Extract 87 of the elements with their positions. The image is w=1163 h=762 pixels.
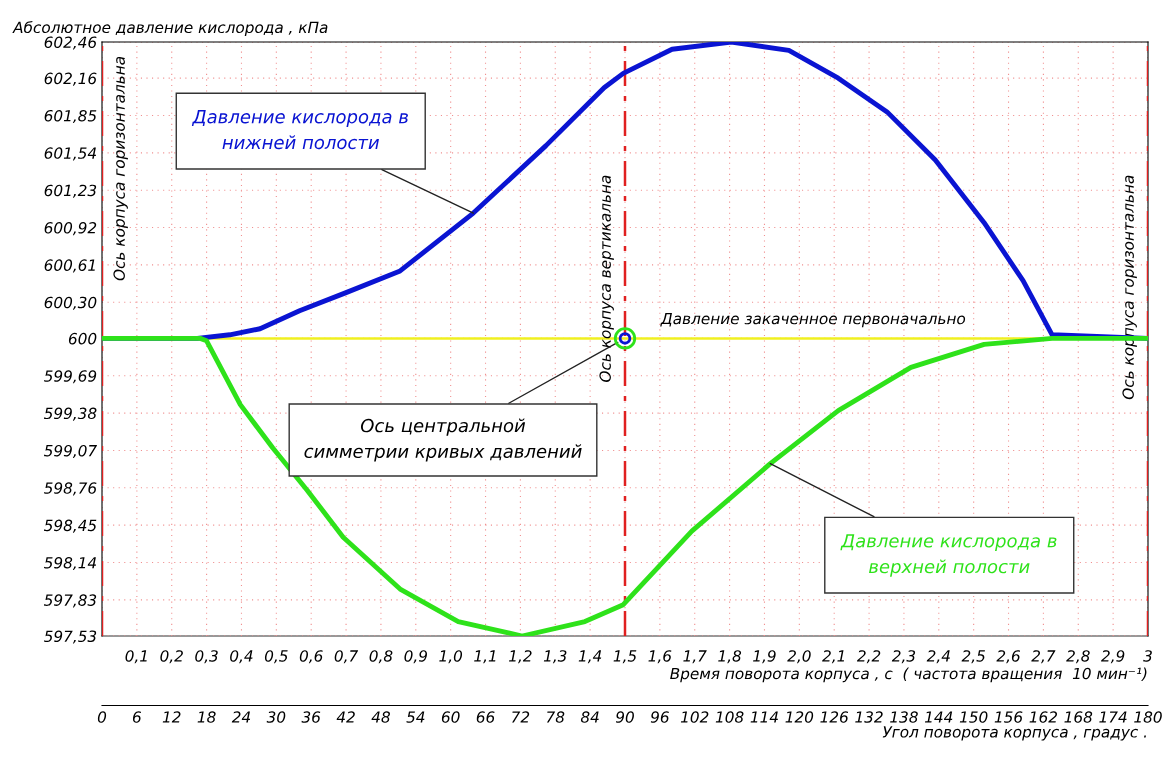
x-tick-label: 96	[650, 711, 669, 723]
x-tick-label: 0	[97, 711, 107, 723]
x2-tick-label: 2,3	[891, 650, 916, 664]
y-tick-label: 598,45	[43, 519, 97, 533]
x-tick-label: 108	[715, 711, 744, 723]
x2-tick-label: 1,2	[509, 650, 532, 664]
x-tick-label: 132	[855, 711, 883, 723]
x2-tick-label: 1,5	[613, 650, 637, 664]
x2-tick-label: 2,6	[996, 650, 1020, 664]
x-tick-label: 90	[615, 711, 634, 723]
x2-tick-label: 2,5	[961, 650, 985, 664]
x2-tick-label: 1,9	[753, 650, 776, 664]
y-tick-label: 599,07	[43, 444, 97, 459]
x2-tick-label: 0,4	[230, 650, 253, 664]
x2-tick-label: 1,8	[718, 650, 742, 664]
x-tick-label: 72	[512, 711, 530, 723]
x2-tick-label: 2,4	[926, 650, 950, 664]
x-tick-label: 150	[959, 711, 988, 723]
x-tick-label: 54	[406, 711, 425, 723]
y-tick-label: 597,83	[43, 594, 97, 608]
x2-tick-label: 0,5	[264, 650, 288, 664]
y-tick-label: 599,69	[43, 370, 97, 384]
x-tick-label: 102	[680, 711, 709, 723]
x2-tick-label: 0,7	[334, 650, 359, 664]
x-tick-label: 162	[1029, 711, 1058, 723]
x2-tick-label: 0,3	[195, 650, 218, 664]
y-tick-label: 598,76	[43, 482, 97, 496]
y-tick-label: 602,46	[44, 36, 97, 50]
x-tick-label: 48	[371, 711, 390, 723]
annotation: Ось центральной симметрии кривых давлений	[304, 418, 582, 462]
x2-tick-label: 1,4	[578, 650, 602, 664]
y-tick-label: 600,92	[44, 222, 97, 236]
y-tick-label: 600	[68, 332, 97, 345]
x-tick-label: 174	[1099, 711, 1127, 723]
x2-tick-label: 2,7	[1031, 650, 1056, 664]
x-tick-label: 126	[820, 711, 849, 723]
x2-tick-label: 0,2	[160, 650, 183, 664]
x2-tick-label: 3	[1143, 650, 1152, 662]
y-tick-label: 597,53	[43, 630, 97, 644]
x2-tick-label: 1,1	[474, 650, 496, 664]
x2-tick-label: 0,9	[404, 650, 427, 664]
text: Давление кислорода в верхней полости	[840, 534, 1057, 577]
y-tick-label: 602,16	[44, 72, 97, 86]
ref-line-label: Ось корпуса вертикальна	[599, 175, 614, 382]
x2-tick-label: 2,8	[1066, 650, 1090, 664]
x2-tick-label: 0,6	[299, 650, 323, 664]
x2-tick-label: 2,0	[787, 650, 811, 664]
x-tick-label: 12	[162, 711, 181, 723]
x2-tick-label: 1,6	[648, 650, 672, 664]
x2-tick-label: 2,9	[1101, 650, 1125, 664]
x-axis-title: Угол поворота корпуса , градус .	[882, 726, 1146, 741]
x-tick-label: 168	[1064, 711, 1093, 723]
x2-tick-label: 2,1	[822, 650, 845, 664]
ref-line-label: Ось корпуса горизонтальна	[113, 56, 128, 281]
x-tick-label: 60	[441, 711, 460, 723]
x2-tick-label: 1,7	[683, 650, 707, 664]
x2-tick-label: 0,8	[369, 650, 393, 664]
x-tick-label: 84	[580, 711, 599, 723]
x-tick-label: 30	[266, 711, 286, 723]
x-tick-label: 114	[750, 711, 778, 723]
y-tick-label: 600,61	[44, 259, 95, 273]
x-tick-label: 42	[336, 711, 355, 723]
x-tick-label: 66	[476, 711, 495, 723]
x-tick-label: 156	[994, 711, 1023, 723]
x2-tick-label: 2,2	[856, 650, 881, 664]
text: Давление кислорода в нижней полости	[191, 110, 408, 150]
x2-axis-title: Время поворота корпуса , с ( частота вращения 10 мин⁻¹)	[670, 667, 1147, 683]
x-tick-label: 6	[132, 711, 142, 723]
x-tick-label: 18	[197, 711, 216, 723]
x2-tick-label: 1,0	[439, 650, 463, 664]
ref-line-label: Давление закаченное первоначально	[660, 312, 966, 328]
x2-tick-label: 1,3	[543, 650, 567, 664]
y-tick-label: 601,23	[44, 184, 97, 198]
y-tick-label: 601,54	[44, 147, 97, 161]
x-tick-label: 144	[924, 711, 953, 723]
x-tick-label: 138	[890, 711, 918, 723]
y-tick-label: 598,14	[43, 556, 97, 571]
y-axis-title: Абсолютное давление кислорода , кПа	[12, 21, 328, 37]
x2-tick-label: 0,1	[125, 650, 147, 664]
x-tick-label: 180	[1134, 711, 1162, 723]
y-tick-label: 601,85	[44, 109, 97, 124]
x-tick-label: 120	[785, 711, 814, 723]
x-tick-label: 24	[231, 711, 251, 723]
x-tick-label: 78	[546, 711, 565, 723]
y-tick-label: 600,30	[44, 296, 97, 310]
x-tick-label: 36	[301, 711, 321, 723]
y-tick-label: 599,38	[43, 407, 97, 421]
